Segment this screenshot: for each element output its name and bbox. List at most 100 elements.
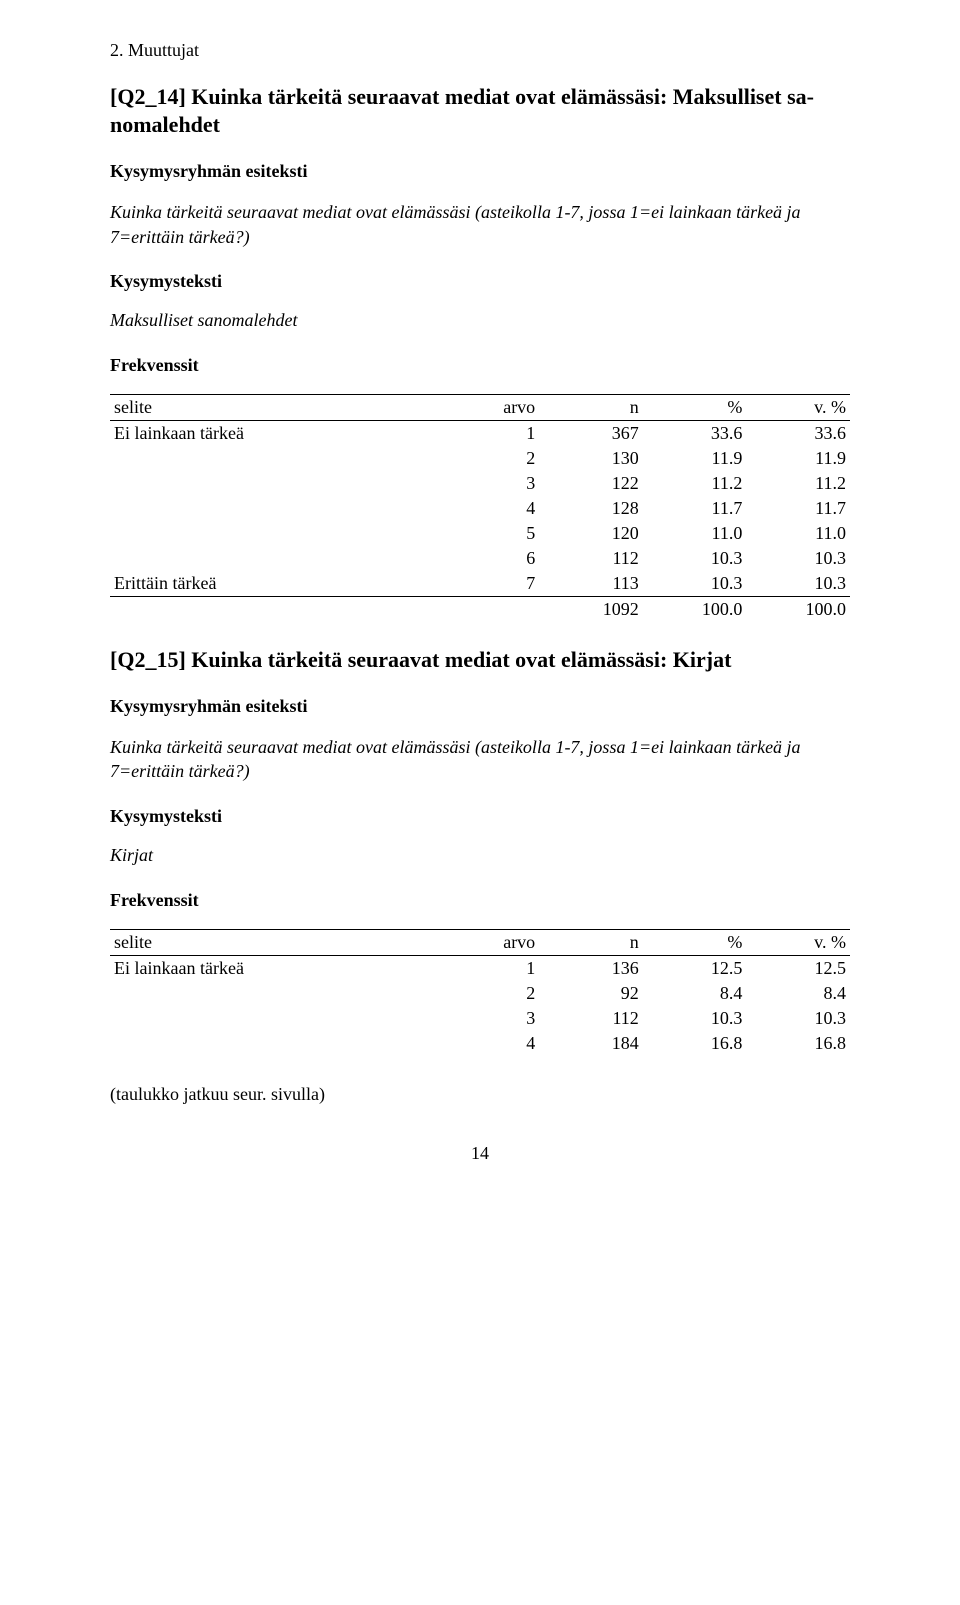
cell-vp: 8.4 xyxy=(746,981,850,1006)
cell-n: 113 xyxy=(539,571,643,597)
total-n: 1092 xyxy=(539,596,643,622)
cell-label xyxy=(110,446,450,471)
table-row: 3 122 11.2 11.2 xyxy=(110,471,850,496)
cell-arvo: 7 xyxy=(450,571,539,597)
question-label: Kysymysteksti xyxy=(110,271,850,292)
cell-label xyxy=(110,546,450,571)
cell-arvo: 4 xyxy=(450,496,539,521)
cell-n: 120 xyxy=(539,521,643,546)
table-row: Erittäin tärkeä 7 113 10.3 10.3 xyxy=(110,571,850,597)
group-text: Kuinka tärkeitä seuraavat mediat ovat el… xyxy=(110,735,850,784)
frequency-table-q2-15: selite arvo n % v. % Ei lainkaan tärkeä … xyxy=(110,929,850,1056)
table-row: 4 184 16.8 16.8 xyxy=(110,1031,850,1056)
cell-p: 10.3 xyxy=(643,1006,747,1031)
question-text: Maksulliset sanomalehdet xyxy=(110,310,850,331)
table-header-row: selite arvo n % v. % xyxy=(110,929,850,955)
cell-p: 10.3 xyxy=(643,571,747,597)
cell-p: 33.6 xyxy=(643,420,747,446)
frequencies-label: Frekvenssit xyxy=(110,355,850,376)
col-percent: % xyxy=(643,929,747,955)
table-row: 6 112 10.3 10.3 xyxy=(110,546,850,571)
cell-label xyxy=(110,471,450,496)
cell-p: 11.7 xyxy=(643,496,747,521)
col-selite: selite xyxy=(110,394,450,420)
table-row: Ei lainkaan tärkeä 1 136 12.5 12.5 xyxy=(110,955,850,981)
page-number: 14 xyxy=(110,1143,850,1164)
cell-arvo: 3 xyxy=(450,471,539,496)
col-arvo: arvo xyxy=(450,929,539,955)
cell-vp: 10.3 xyxy=(746,571,850,597)
cell-n: 112 xyxy=(539,1006,643,1031)
cell-p: 16.8 xyxy=(643,1031,747,1056)
section-title-q2-15: [Q2_15] Kuinka tärkeitä seuraavat mediat… xyxy=(110,646,850,674)
table-row: 5 120 11.0 11.0 xyxy=(110,521,850,546)
cell-arvo: 2 xyxy=(450,446,539,471)
cell-p: 12.5 xyxy=(643,955,747,981)
cell-label: Erittäin tärkeä xyxy=(110,571,450,597)
cell-p: 11.2 xyxy=(643,471,747,496)
cell-n: 92 xyxy=(539,981,643,1006)
title-line-2: nomalehdet xyxy=(110,112,220,137)
table-row: Ei lainkaan tärkeä 1 367 33.6 33.6 xyxy=(110,420,850,446)
cell-n: 122 xyxy=(539,471,643,496)
cell-vp: 33.6 xyxy=(746,420,850,446)
cell-arvo: 6 xyxy=(450,546,539,571)
cell-arvo: 2 xyxy=(450,981,539,1006)
col-percent: % xyxy=(643,394,747,420)
cell-n: 128 xyxy=(539,496,643,521)
cell-arvo: 1 xyxy=(450,420,539,446)
group-label: Kysymysryhmän esiteksti xyxy=(110,696,850,717)
cell-n: 184 xyxy=(539,1031,643,1056)
table-total-row: 1092 100.0 100.0 xyxy=(110,596,850,622)
cell-vp: 11.7 xyxy=(746,496,850,521)
cell-label xyxy=(110,981,450,1006)
cell-n: 136 xyxy=(539,955,643,981)
frequencies-label: Frekvenssit xyxy=(110,890,850,911)
table-row: 2 92 8.4 8.4 xyxy=(110,981,850,1006)
cell-label xyxy=(110,1006,450,1031)
question-text: Kirjat xyxy=(110,845,850,866)
cell-p: 8.4 xyxy=(643,981,747,1006)
cell-p: 11.9 xyxy=(643,446,747,471)
cell-arvo: 5 xyxy=(450,521,539,546)
cell-arvo: 1 xyxy=(450,955,539,981)
page-header: 2. Muuttujat xyxy=(110,40,850,61)
group-text: Kuinka tärkeitä seuraavat mediat ovat el… xyxy=(110,200,850,249)
cell-label xyxy=(110,1031,450,1056)
total-vp: 100.0 xyxy=(746,596,850,622)
table-header-row: selite arvo n % v. % xyxy=(110,394,850,420)
cell-n: 130 xyxy=(539,446,643,471)
group-label: Kysymysryhmän esiteksti xyxy=(110,161,850,182)
table-row: 4 128 11.7 11.7 xyxy=(110,496,850,521)
col-selite: selite xyxy=(110,929,450,955)
cell-label xyxy=(110,521,450,546)
cell-vp: 11.2 xyxy=(746,471,850,496)
table-row: 3 112 10.3 10.3 xyxy=(110,1006,850,1031)
cell-label: Ei lainkaan tärkeä xyxy=(110,420,450,446)
cell-vp: 11.0 xyxy=(746,521,850,546)
col-valid-percent: v. % xyxy=(746,929,850,955)
cell-label xyxy=(110,496,450,521)
question-label: Kysymysteksti xyxy=(110,806,850,827)
col-arvo: arvo xyxy=(450,394,539,420)
cell-vp: 16.8 xyxy=(746,1031,850,1056)
cell-n: 112 xyxy=(539,546,643,571)
cell-vp: 10.3 xyxy=(746,546,850,571)
col-valid-percent: v. % xyxy=(746,394,850,420)
table-row: 2 130 11.9 11.9 xyxy=(110,446,850,471)
cell-p: 10.3 xyxy=(643,546,747,571)
cell-label: Ei lainkaan tärkeä xyxy=(110,955,450,981)
cell-vp: 12.5 xyxy=(746,955,850,981)
cell-n: 367 xyxy=(539,420,643,446)
cell-arvo: 4 xyxy=(450,1031,539,1056)
section-title-q2-14: [Q2_14] Kuinka tärkeitä seuraavat mediat… xyxy=(110,83,850,139)
col-n: n xyxy=(539,394,643,420)
total-p: 100.0 xyxy=(643,596,747,622)
cell-p: 11.0 xyxy=(643,521,747,546)
table-continues-note: (taulukko jatkuu seur. sivulla) xyxy=(110,1084,850,1105)
frequency-table-q2-14: selite arvo n % v. % Ei lainkaan tärkeä … xyxy=(110,394,850,622)
cell-arvo: 3 xyxy=(450,1006,539,1031)
col-n: n xyxy=(539,929,643,955)
cell-vp: 10.3 xyxy=(746,1006,850,1031)
cell-vp: 11.9 xyxy=(746,446,850,471)
